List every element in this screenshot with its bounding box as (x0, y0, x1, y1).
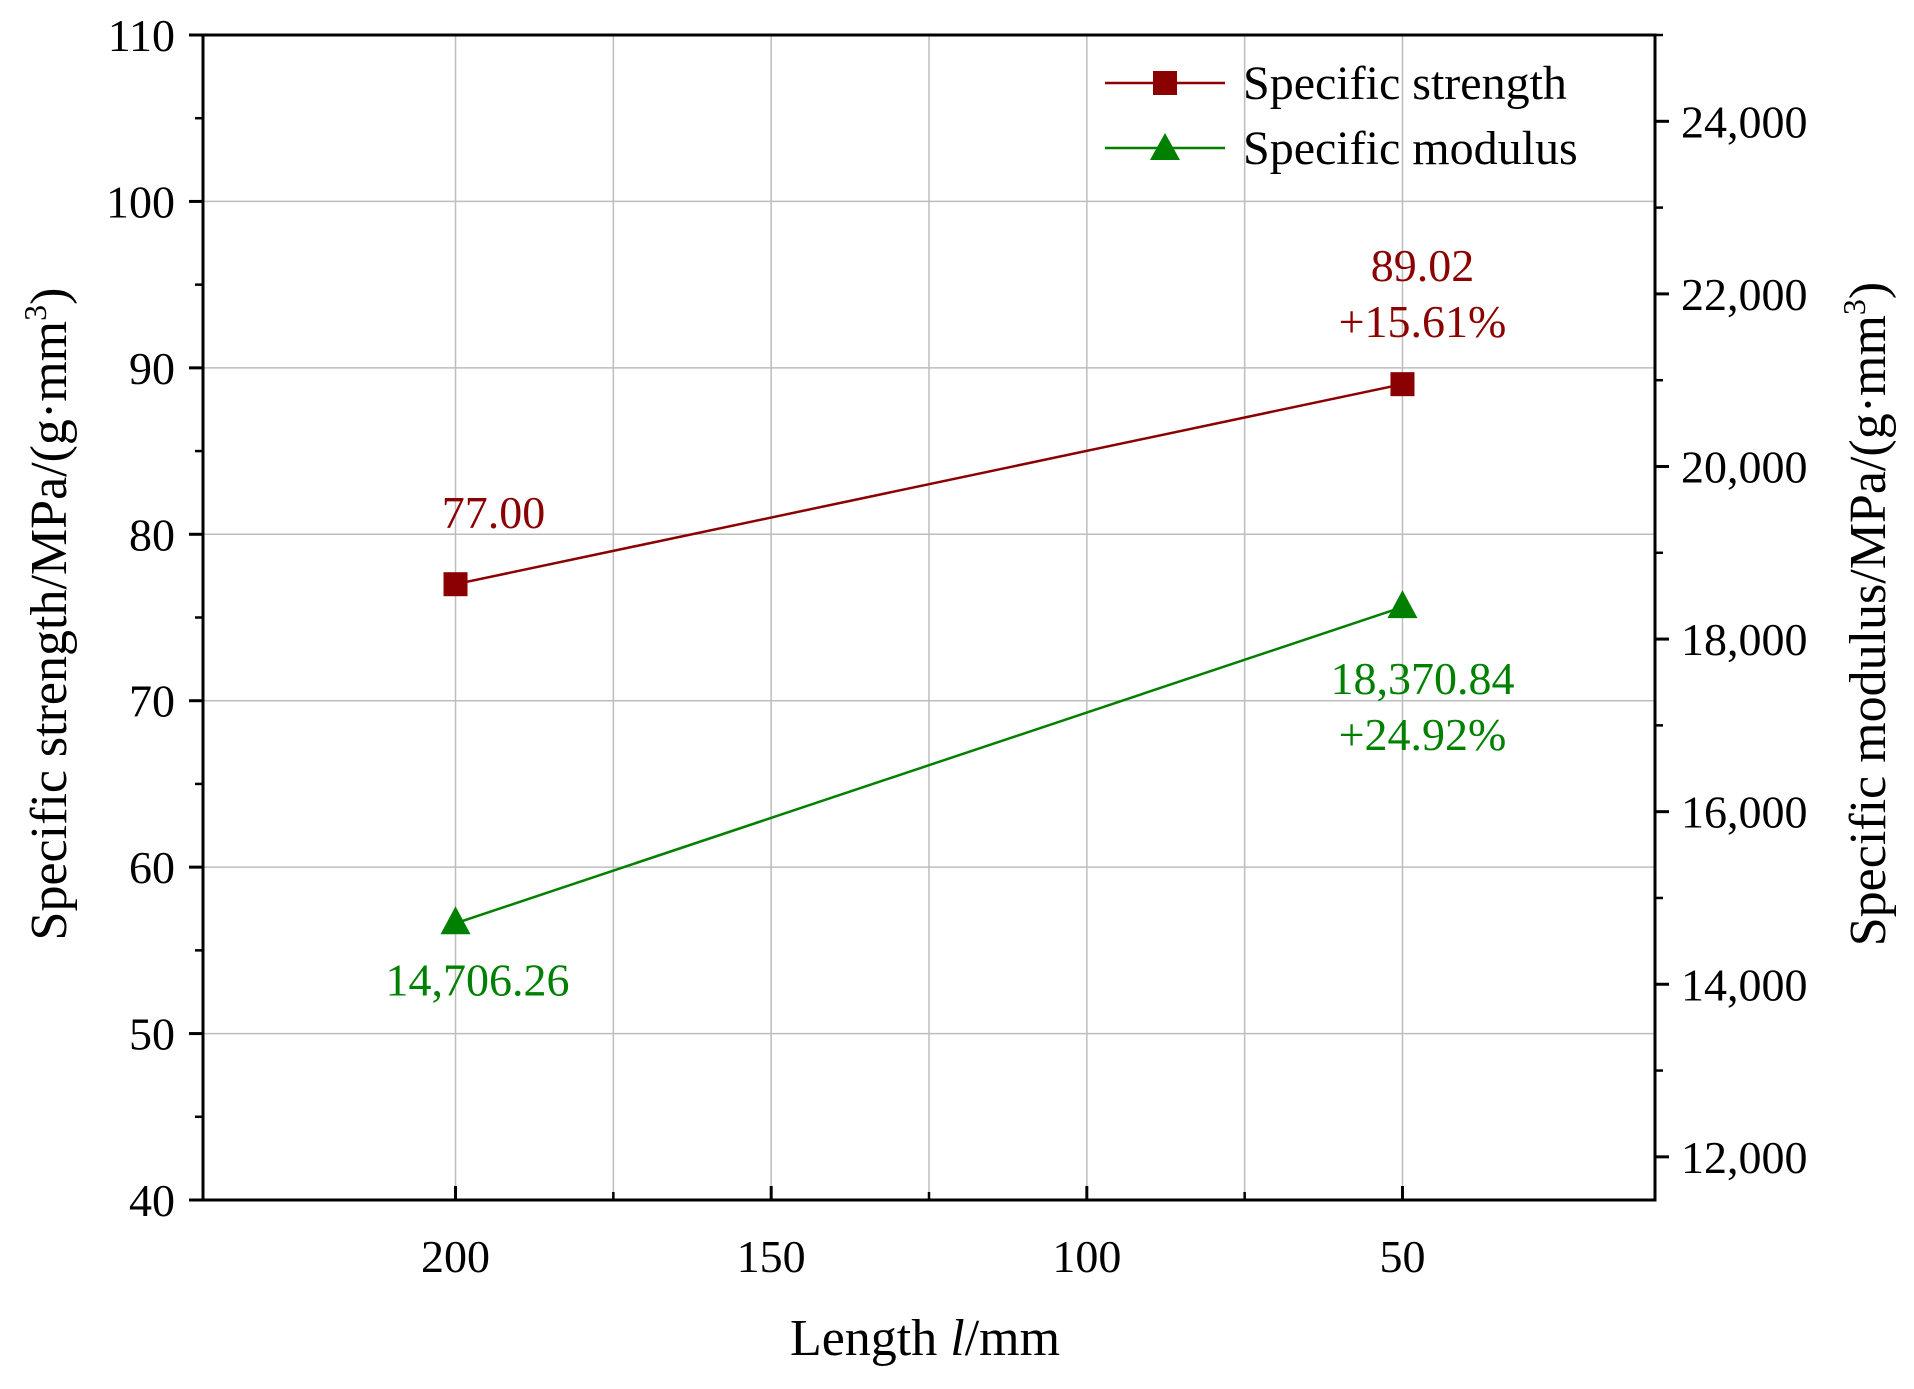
x-axis-title: Length l/mm (790, 1310, 1060, 1367)
data-label-specific-strength: 89.02 +15.61% (1339, 240, 1507, 347)
x-tick-label: 200 (421, 1231, 490, 1282)
legend-marker-specific-modulus (1150, 133, 1180, 160)
x-tick-label: 100 (1052, 1231, 1121, 1282)
data-point-specific-modulus (440, 906, 471, 935)
y-left-tick-label: 80 (129, 509, 175, 560)
legend-marker-specific-strength (1153, 71, 1177, 95)
y-axis-right-title: Specific modulus/MPa/(g·mm3) (1836, 282, 1897, 947)
x-tick-label: 50 (1379, 1231, 1425, 1282)
y-right-tick-label: 20,000 (1681, 441, 1808, 492)
y-right-tick-label: 22,000 (1681, 269, 1808, 320)
data-label-specific-strength: 77.00 (442, 487, 546, 538)
y-right-tick-label: 12,000 (1681, 1132, 1808, 1183)
series-line-specific-strength (455, 382, 1403, 586)
y-right-tick-label: 18,000 (1681, 614, 1808, 665)
y-left-title-close: ) (21, 288, 78, 305)
series-line-specific-modulus (455, 605, 1403, 925)
data-label-specific-modulus: 14,706.26 (386, 954, 570, 1005)
y-axis-left-title: Specific strength/MPa/(g·mm3) (17, 288, 78, 941)
data-point-specific-strength (443, 572, 468, 597)
y-right-tick-label: 24,000 (1681, 96, 1808, 147)
x-axis-title-var: l (950, 1310, 964, 1367)
data-label-specific-modulus: 18,370.84 +24.92% (1330, 653, 1514, 760)
y-right-tick-label: 16,000 (1681, 787, 1808, 838)
y-left-tick-label: 40 (129, 1175, 175, 1226)
gridlines (203, 35, 1655, 1200)
annotations: 77.00 89.02 +15.61% 14,706.26 18,370.84 +24.9… (386, 240, 1515, 1005)
y-left-title-main: Specific strength/MPa/(g·mm (21, 321, 78, 941)
y-left-tick-label: 70 (129, 676, 175, 727)
y-left-title-sup: 3 (17, 305, 53, 321)
y-right-title-sup: 3 (1836, 299, 1872, 315)
x-tick-label: 150 (737, 1231, 806, 1282)
x-axis-title-prefix: Length (790, 1310, 950, 1367)
y-left-tick-label: 90 (129, 343, 175, 394)
x-axis-title-unit: /mm (965, 1310, 1060, 1367)
series-layer (440, 372, 1418, 935)
y-left-tick-label: 100 (106, 176, 175, 227)
y-left-tick-label: 50 (129, 1009, 175, 1060)
legend: Specific strength Specific modulus (1105, 57, 1578, 175)
axis-ticks: 200 150 100 50 40 50 60 70 80 90 100 110 12,000 14,00… (106, 10, 1808, 1282)
legend-label-specific-modulus: Specific modulus (1243, 122, 1578, 175)
y-right-title-close: ) (1840, 282, 1897, 299)
y-right-title-main: Specific modulus/MPa/(g·mm (1840, 315, 1897, 946)
y-right-tick-label: 14,000 (1681, 959, 1808, 1010)
data-point-specific-strength (1390, 372, 1415, 397)
data-point-specific-modulus (1387, 590, 1418, 619)
y-left-tick-label: 110 (108, 10, 175, 61)
legend-label-specific-strength: Specific strength (1243, 57, 1567, 110)
y-left-tick-label: 60 (129, 842, 175, 893)
